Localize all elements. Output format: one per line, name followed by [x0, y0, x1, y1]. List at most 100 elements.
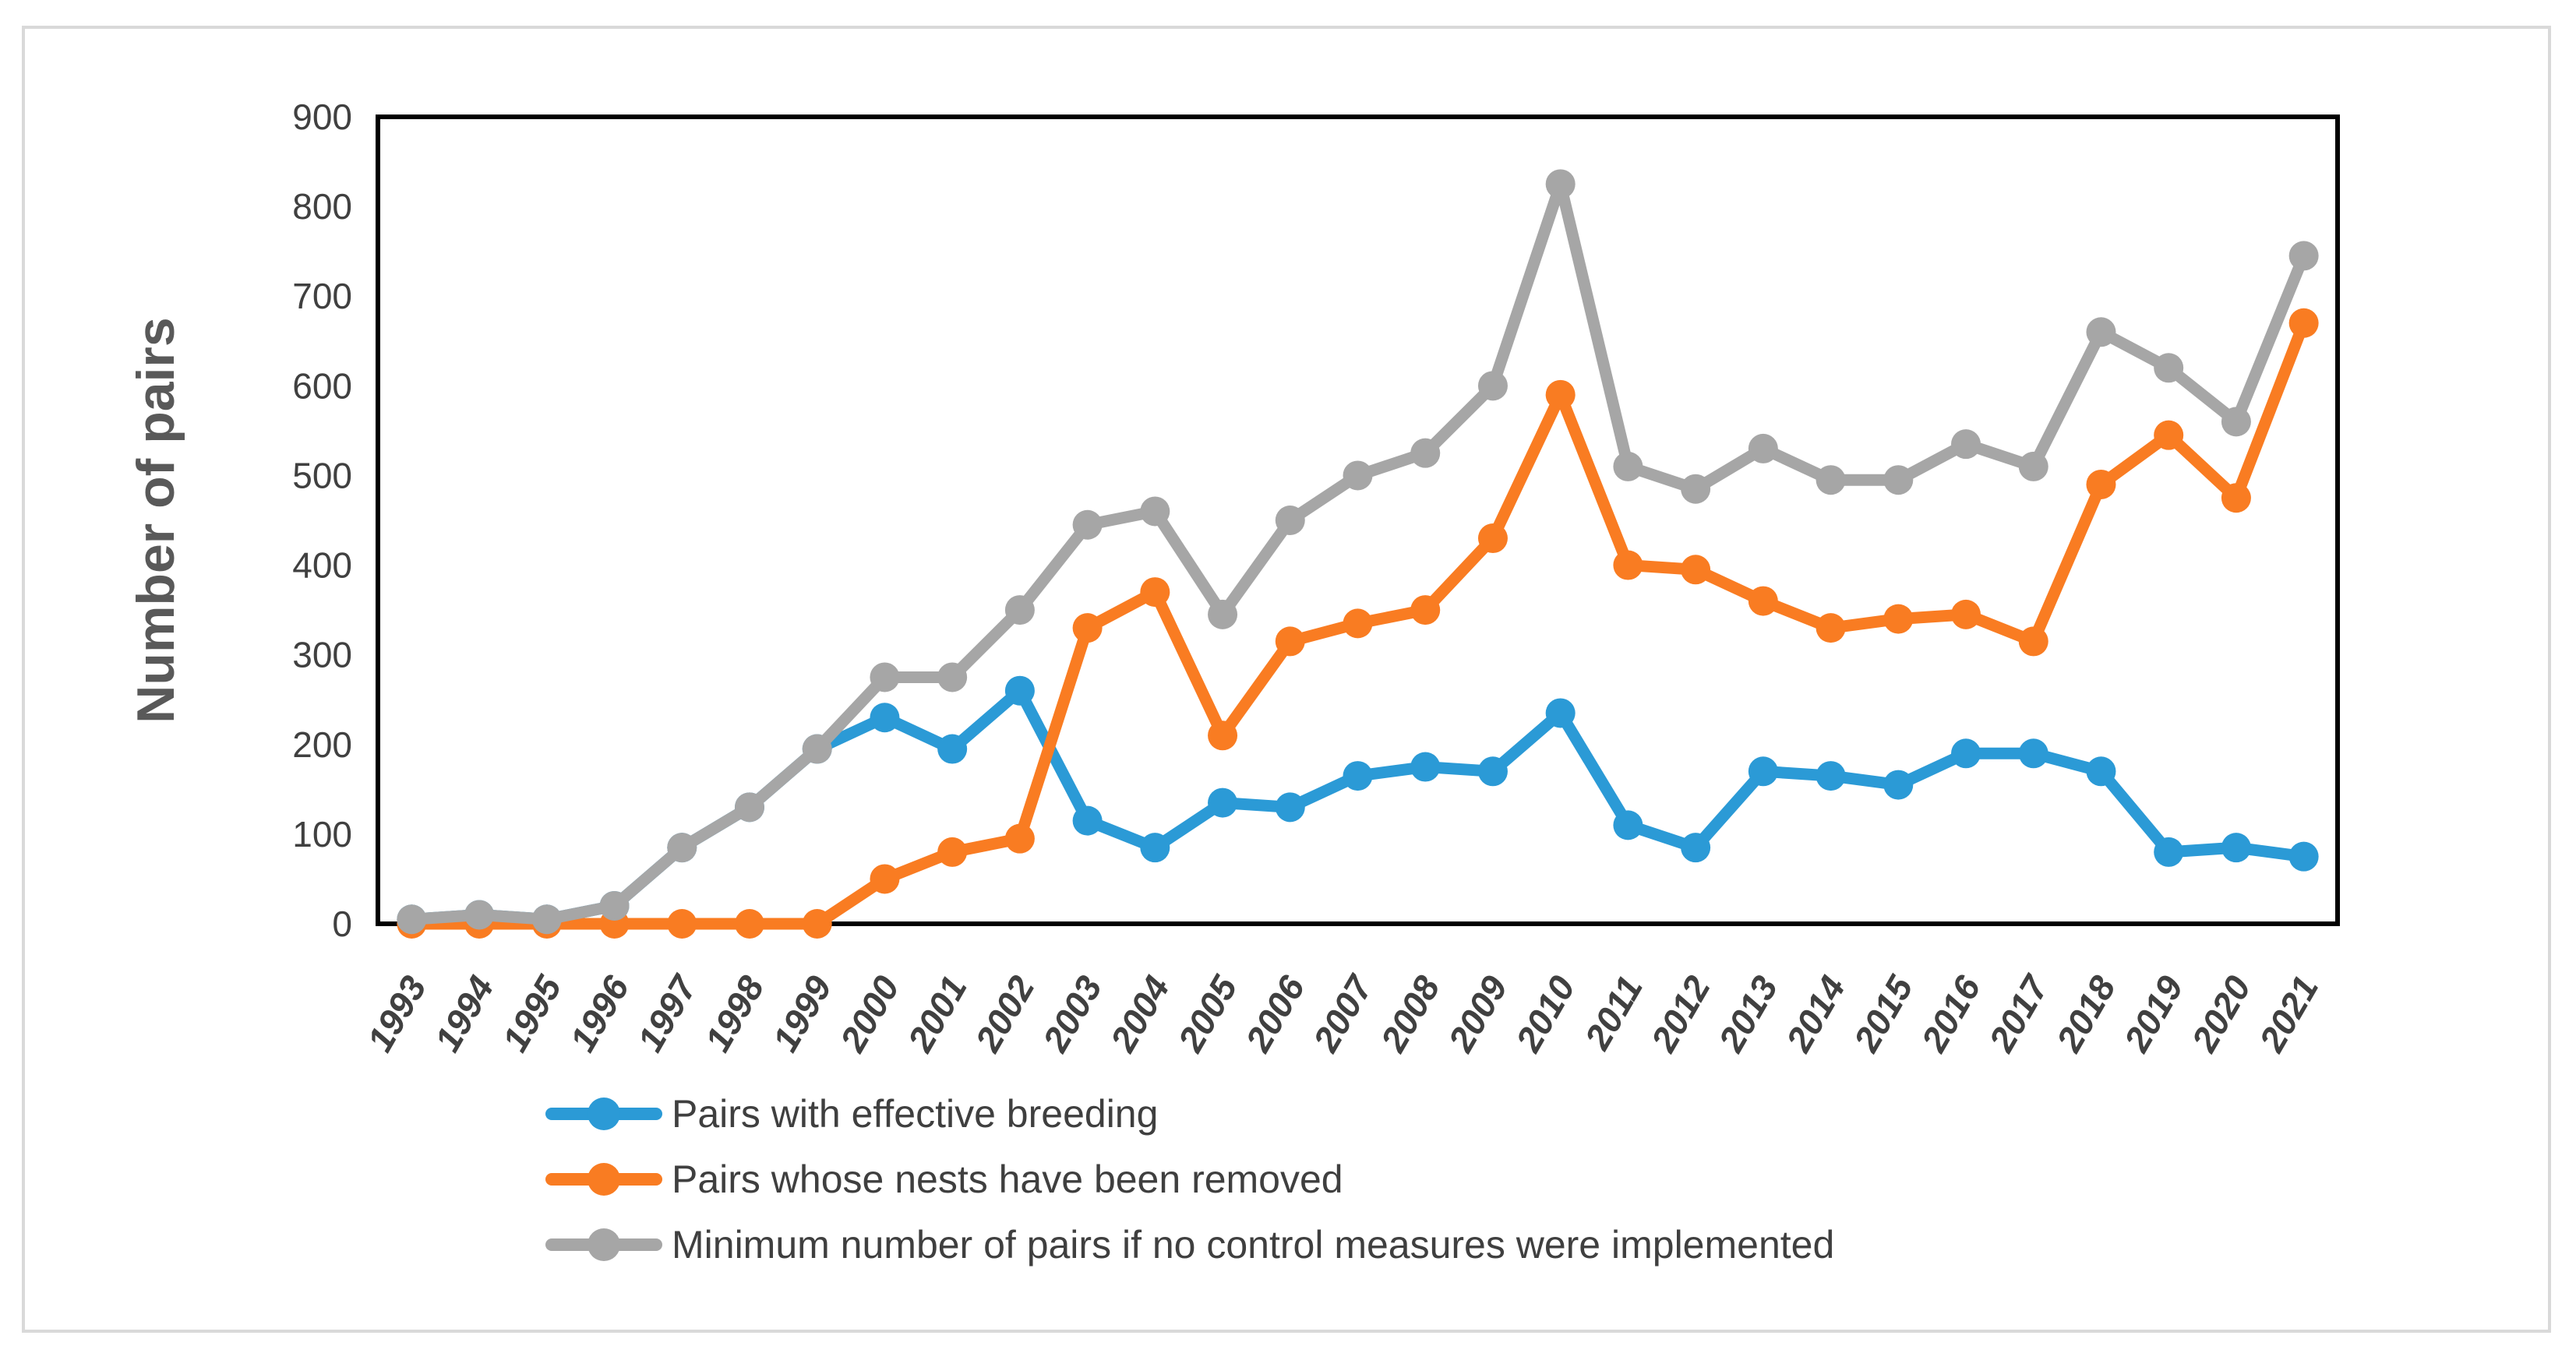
data-point-marker — [1681, 474, 1711, 504]
data-point-marker — [1816, 613, 1846, 643]
y-tick-label: 300 — [292, 635, 352, 675]
data-point-marker — [2086, 756, 2116, 787]
data-point-marker — [1072, 509, 1103, 540]
data-point-marker — [1613, 451, 1643, 481]
y-axis-title: Number of pairs — [126, 317, 185, 723]
legend-item-nests-removed: Pairs whose nests have been removed — [545, 1154, 1343, 1204]
data-point-marker — [2288, 241, 2319, 271]
data-point-marker — [397, 904, 427, 935]
data-point-marker — [1477, 756, 1508, 787]
data-point-marker — [1816, 761, 1846, 791]
data-point-marker — [1004, 675, 1035, 706]
legend-dot-icon — [588, 1163, 620, 1196]
legend-label: Minimum number of pairs if no control me… — [672, 1223, 1835, 1267]
plot-area-border — [376, 115, 2340, 926]
x-tick-label: 1998 — [697, 969, 771, 1059]
data-point-marker — [1681, 833, 1711, 863]
x-tick-label: 2019 — [2115, 969, 2191, 1059]
data-point-marker — [1140, 833, 1170, 863]
data-point-marker — [870, 662, 900, 692]
x-tick-label: 2008 — [1372, 969, 1448, 1059]
data-point-marker — [937, 662, 968, 692]
legend-label: Pairs whose nests have been removed — [672, 1157, 1343, 1201]
x-tick-label: 2016 — [1913, 969, 1988, 1059]
x-tick-label: 2021 — [2251, 969, 2327, 1059]
data-point-marker — [667, 833, 697, 863]
y-tick-label: 0 — [332, 904, 352, 944]
data-point-marker — [667, 909, 697, 939]
data-point-marker — [2288, 308, 2319, 338]
x-tick-label: 2014 — [1778, 969, 1854, 1059]
x-tick-label: 2003 — [1035, 969, 1110, 1059]
data-point-marker — [1477, 523, 1508, 554]
data-point-marker — [1748, 756, 1778, 787]
x-tick-label: 2009 — [1440, 969, 1516, 1059]
data-point-marker — [1275, 506, 1305, 535]
x-tick-label: 2005 — [1170, 968, 1245, 1059]
data-point-marker — [1275, 792, 1305, 823]
data-point-marker — [1681, 555, 1711, 585]
data-point-marker — [1951, 599, 1981, 629]
data-point-marker — [870, 864, 900, 894]
data-point-marker — [1140, 577, 1170, 608]
legend-line-marker-icon — [545, 1098, 662, 1130]
data-point-marker — [1613, 550, 1643, 580]
legend-dot-icon — [588, 1228, 620, 1261]
data-point-marker — [1613, 810, 1643, 840]
y-tick-label: 800 — [292, 186, 352, 227]
legend-label: Pairs with effective breeding — [672, 1092, 1159, 1136]
x-tick-label: 2018 — [2048, 969, 2123, 1059]
x-tick-label: 1997 — [630, 967, 705, 1059]
data-point-marker — [1748, 586, 1778, 616]
data-point-marker — [1883, 770, 1914, 800]
data-point-marker — [1004, 595, 1035, 625]
data-point-marker — [2018, 451, 2048, 481]
data-point-marker — [1072, 613, 1103, 643]
figure-border — [22, 26, 2551, 1333]
data-point-marker — [1410, 595, 1441, 625]
x-tick-label: 2020 — [2183, 969, 2259, 1059]
data-point-marker — [464, 900, 495, 930]
data-point-marker — [1343, 460, 1373, 491]
x-tick-label: 2007 — [1304, 967, 1381, 1059]
x-tick-label: 2011 — [1576, 969, 1650, 1057]
data-point-marker — [1748, 433, 1778, 463]
data-point-marker — [1072, 805, 1103, 836]
data-point-marker — [870, 703, 900, 733]
data-point-marker — [1545, 169, 1576, 199]
data-point-marker — [802, 909, 832, 939]
data-point-marker — [531, 904, 562, 935]
data-point-marker — [2086, 317, 2116, 347]
x-tick-label: 2000 — [831, 969, 907, 1059]
x-tick-label: 1993 — [359, 969, 434, 1059]
x-tick-label: 2013 — [1710, 969, 1786, 1059]
legend-item-effective-breeding: Pairs with effective breeding — [545, 1089, 1158, 1139]
data-point-marker — [2221, 833, 2251, 863]
data-point-marker — [1208, 721, 1238, 751]
data-point-marker — [1951, 738, 1981, 769]
data-point-marker — [2154, 420, 2184, 450]
data-point-marker — [1545, 379, 1576, 410]
data-point-marker — [2154, 353, 2184, 383]
x-tick-label: 2006 — [1237, 969, 1313, 1059]
x-tick-label: 2004 — [1102, 969, 1177, 1059]
series-line — [405, 685, 2310, 925]
x-tick-label: 1994 — [427, 969, 502, 1059]
x-tick-label: 2010 — [1508, 969, 1583, 1059]
data-point-marker — [734, 792, 764, 823]
data-point-marker — [1816, 465, 1846, 495]
x-tick-label: 2002 — [967, 969, 1043, 1059]
data-point-marker — [2018, 626, 2048, 657]
data-point-marker — [2221, 407, 2251, 437]
data-point-marker — [1883, 604, 1914, 634]
data-point-marker — [1140, 496, 1170, 527]
legend-dot-icon — [588, 1098, 620, 1130]
x-tick-label: 2017 — [1981, 967, 2057, 1059]
data-point-marker — [1410, 752, 1441, 782]
data-point-marker — [802, 734, 832, 764]
x-tick-label: 1995 — [494, 968, 570, 1059]
series-line — [405, 178, 2310, 925]
data-point-marker — [1951, 429, 1981, 460]
